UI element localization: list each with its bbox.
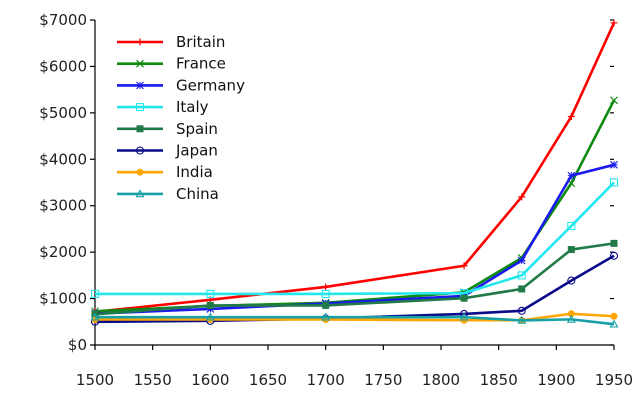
legend-label: Spain <box>176 120 218 138</box>
legend-label: France <box>176 55 226 73</box>
legend-label: Japan <box>175 142 218 160</box>
data-point-italy <box>90 289 100 298</box>
x-tick-label: 1850 <box>480 371 518 389</box>
data-point-france <box>610 96 618 105</box>
y-tick-label: $7000 <box>39 11 87 29</box>
y-tick-label: $6000 <box>39 57 87 75</box>
data-point-china <box>205 312 215 321</box>
data-point-spain <box>322 301 330 309</box>
x-tick-label: 1750 <box>364 371 402 389</box>
x-tick-label: 1600 <box>191 371 229 389</box>
data-point-spain <box>460 294 468 302</box>
x-tick-label: 1800 <box>422 371 460 389</box>
legend-marker <box>136 125 144 133</box>
y-tick-label: $3000 <box>39 197 87 215</box>
x-tick-label: 1700 <box>307 371 345 389</box>
data-point-italy <box>517 271 526 280</box>
legend-label: Germany <box>176 76 245 94</box>
data-point-spain <box>567 246 575 254</box>
data-point-india <box>567 310 575 318</box>
y-tick-label: $1000 <box>39 290 87 308</box>
x-tick-label: 1500 <box>76 371 114 389</box>
data-point-britain <box>460 262 468 270</box>
data-point-japan <box>517 306 526 315</box>
data-point-germany <box>206 305 215 313</box>
legend-item-france: France <box>117 55 226 73</box>
y-tick-label: $5000 <box>39 104 87 122</box>
data-point-china <box>459 312 469 321</box>
data-point-spain <box>518 285 526 293</box>
x-tick-label: 1650 <box>249 371 287 389</box>
data-point-germany <box>610 160 618 169</box>
legend-item-britain: Britain <box>117 33 225 51</box>
series-britain <box>91 19 618 316</box>
data-point-italy <box>609 178 619 187</box>
data-point-italy <box>567 221 576 231</box>
data-point-china <box>566 314 576 323</box>
legend-marker <box>135 103 145 112</box>
data-point-china <box>321 312 331 321</box>
legend-marker <box>135 146 145 155</box>
series-line-japan <box>94 254 615 324</box>
legend-item-india: India <box>117 163 213 181</box>
series-spain <box>91 239 618 318</box>
data-point-china <box>517 315 527 324</box>
data-point-japan <box>567 276 576 285</box>
legend-item-italy: Italy <box>117 98 209 116</box>
legend-marker <box>136 59 144 68</box>
axes: $0 $1000 $2000 $3000 $4000 $5000 $6000 $7000 150… <box>39 11 633 389</box>
y-tick-label: $2000 <box>39 243 87 261</box>
legend-label: Britain <box>176 33 225 51</box>
data-point-india <box>610 312 618 320</box>
legend-label: China <box>176 185 219 203</box>
data-point-germany <box>517 256 526 265</box>
data-point-britain <box>322 283 330 291</box>
data-point-germany <box>567 171 576 180</box>
series-line-germany <box>94 163 615 315</box>
data-point-spain <box>610 239 618 247</box>
x-tick-label: 1950 <box>595 371 633 389</box>
data-point-china <box>609 319 619 328</box>
legend: Britain France Germany Italy Spain Japan India… <box>117 33 245 203</box>
series-line-italy <box>95 181 615 296</box>
series-japan <box>90 251 619 326</box>
series-italy <box>90 178 619 298</box>
data-point-italy <box>206 289 215 298</box>
data-point-japan <box>609 251 619 260</box>
x-tick-label: 1900 <box>537 371 575 389</box>
legend-marker <box>136 38 144 46</box>
legend-item-germany: Germany <box>117 76 245 94</box>
data-point-britain <box>610 19 618 27</box>
data-point-britain <box>567 113 575 121</box>
series-line-france <box>94 99 616 313</box>
series-china <box>90 312 619 328</box>
legend-label: Italy <box>176 98 209 116</box>
data-point-china <box>90 312 100 321</box>
data-point-spain <box>206 301 214 309</box>
legend-item-china: China <box>117 185 219 203</box>
x-tick-label: 1550 <box>134 371 172 389</box>
legend-item-spain: Spain <box>117 120 218 138</box>
data-point-britain <box>518 193 526 201</box>
legend-marker <box>136 168 144 176</box>
y-tick-label: $0 <box>68 336 87 354</box>
data-point-italy <box>321 289 330 298</box>
legend-item-japan: Japan <box>117 142 218 160</box>
legend-marker <box>136 81 144 90</box>
series-line-china <box>95 315 615 326</box>
series-line-britain <box>94 22 616 314</box>
series-layer <box>90 19 619 328</box>
legend-marker <box>135 189 145 198</box>
legend-label: India <box>176 163 213 181</box>
y-tick-label: $4000 <box>39 150 87 168</box>
